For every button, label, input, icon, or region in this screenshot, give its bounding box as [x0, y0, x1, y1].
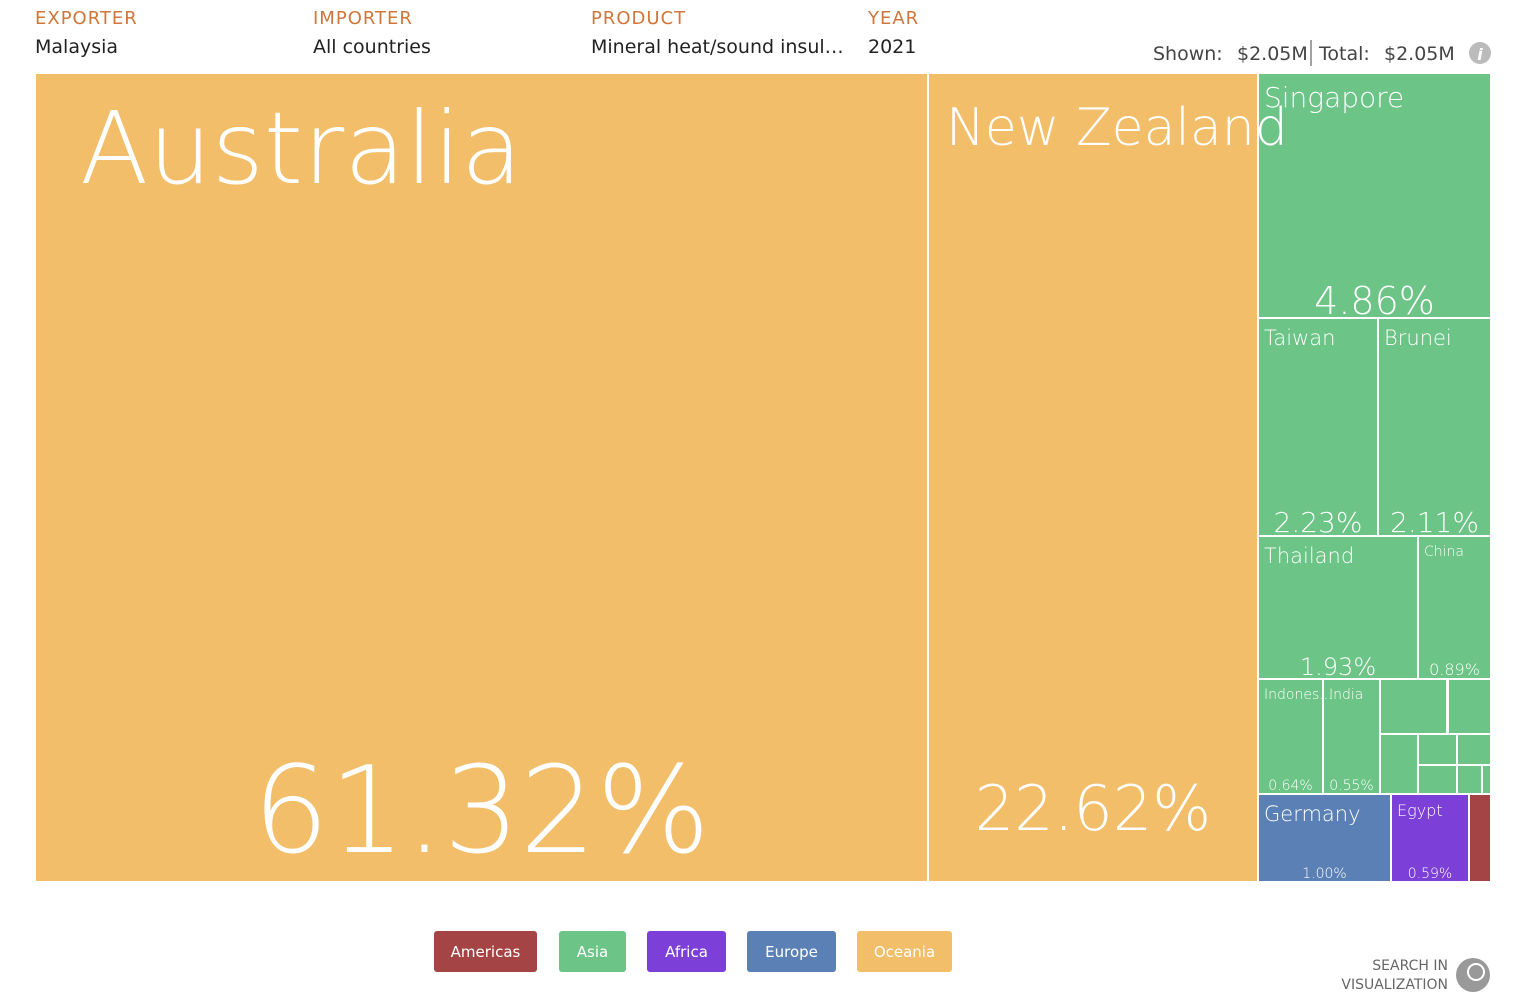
- tile-name: Egypt: [1397, 801, 1443, 820]
- small-tiles: [1379, 678, 1492, 883]
- tile-value: 1.00%: [1302, 866, 1346, 882]
- tile: [1417, 764, 1458, 795]
- legend-button[interactable]: [434, 931, 537, 972]
- filter-value[interactable]: Mineral heat/sound insul…: [591, 36, 844, 58]
- filter-value[interactable]: All countries: [313, 36, 431, 58]
- tile-value: 0.55%: [1329, 778, 1373, 794]
- tile-value: 4.86%: [1314, 279, 1435, 323]
- tile[interactable]: [927, 72, 1259, 883]
- legend-label: Asia: [577, 943, 608, 961]
- tile-value: 0.59%: [1408, 866, 1452, 882]
- tile-value: 2.11%: [1390, 506, 1479, 539]
- tile: [1447, 678, 1492, 735]
- search-glyph: [1467, 963, 1485, 981]
- tile-name: Singapore: [1264, 81, 1404, 114]
- legend-button[interactable]: [857, 931, 952, 972]
- info-icon-glyph: i: [1477, 45, 1483, 64]
- tile: [1379, 678, 1448, 735]
- tile-name: Taiwan: [1264, 326, 1335, 350]
- filter-label: EXPORTER: [35, 8, 138, 29]
- tile[interactable]: [1257, 317, 1379, 537]
- tile[interactable]: [1377, 317, 1492, 537]
- tile-labels: Australia 61.32% New Zealand 22.62% Singapor…: [80, 81, 1480, 882]
- filter-value[interactable]: Malaysia: [35, 36, 118, 58]
- filter-value[interactable]: 2021: [868, 36, 916, 58]
- tile-value: 2.23%: [1274, 506, 1363, 539]
- tile-name: Australia: [80, 90, 522, 207]
- legend-label: Europe: [765, 943, 818, 961]
- filter-label: PRODUCT: [591, 8, 686, 29]
- legend-label: Americas: [451, 943, 521, 961]
- tile[interactable]: [1257, 678, 1324, 795]
- tile-value: 0.89%: [1429, 660, 1480, 679]
- legend-button[interactable]: [647, 931, 726, 972]
- shown-label: Shown:: [1153, 43, 1223, 65]
- tile-value: 61.32%: [253, 742, 711, 881]
- tile[interactable]: [34, 72, 929, 883]
- tile: [1417, 733, 1458, 766]
- tile[interactable]: [1257, 793, 1392, 883]
- total-label: Total:: [1318, 43, 1370, 65]
- tile-value: 1.93%: [1300, 653, 1376, 681]
- tile-name: Brunei: [1384, 326, 1452, 350]
- filter-label: IMPORTER: [313, 8, 413, 29]
- tile[interactable]: [1257, 72, 1492, 319]
- tile-value: 0.64%: [1268, 778, 1312, 794]
- tile: [1456, 733, 1492, 766]
- tile-name: China: [1424, 544, 1464, 560]
- search-icon[interactable]: [1456, 958, 1490, 992]
- tile-name: Germany: [1264, 802, 1361, 826]
- tile-name: Thailand: [1264, 544, 1354, 568]
- tile: [1379, 733, 1419, 795]
- legend-label: Africa: [665, 943, 708, 961]
- tile-name: Indones...: [1264, 687, 1333, 703]
- tile: [1481, 764, 1492, 795]
- tile[interactable]: [1257, 535, 1419, 680]
- info-icon[interactable]: [1469, 42, 1491, 64]
- search-label: SEARCH IN: [1372, 958, 1448, 974]
- tile-value: 22.62%: [975, 772, 1211, 845]
- tile: [1456, 764, 1483, 795]
- treemap: [34, 72, 1492, 883]
- legend-button[interactable]: [559, 931, 626, 972]
- legend-label: Oceania: [874, 943, 935, 961]
- legend-button[interactable]: [747, 931, 836, 972]
- tile: [1468, 793, 1492, 883]
- tile-name: New Zealand: [946, 98, 1288, 158]
- search-label: VISUALIZATION: [1341, 977, 1448, 993]
- shown-value: $2.05M: [1237, 43, 1308, 65]
- total-value: $2.05M: [1384, 43, 1455, 65]
- filter-label: YEAR: [867, 8, 919, 29]
- tile-name: India: [1329, 687, 1363, 703]
